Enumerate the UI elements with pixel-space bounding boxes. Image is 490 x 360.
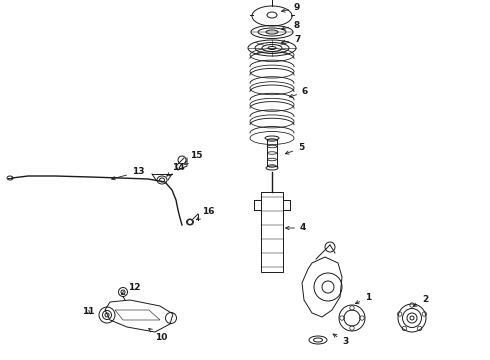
Text: 13: 13 bbox=[112, 167, 145, 180]
Text: 14: 14 bbox=[167, 163, 185, 176]
Text: 8: 8 bbox=[282, 21, 300, 30]
Text: 4: 4 bbox=[286, 224, 306, 233]
Text: 6: 6 bbox=[290, 87, 308, 98]
Text: 2: 2 bbox=[413, 296, 428, 306]
Text: 1: 1 bbox=[355, 293, 371, 304]
Text: 3: 3 bbox=[333, 334, 348, 346]
Bar bbox=[261, 192, 283, 272]
Text: 10: 10 bbox=[149, 329, 168, 342]
Text: 5: 5 bbox=[286, 144, 304, 154]
Text: 9: 9 bbox=[282, 4, 300, 13]
Text: 7: 7 bbox=[282, 36, 300, 45]
Text: 11: 11 bbox=[82, 307, 95, 316]
Text: 12: 12 bbox=[122, 284, 141, 294]
Text: 16: 16 bbox=[196, 207, 215, 220]
Text: 15: 15 bbox=[185, 150, 202, 165]
